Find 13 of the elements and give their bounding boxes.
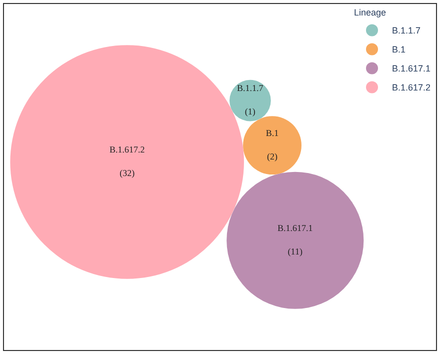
text: B.1.617.1 bbox=[278, 222, 313, 233]
legend-label: B.1.617.1 bbox=[392, 64, 431, 74]
legend-label: B.1.1.7 bbox=[392, 26, 421, 36]
legend-label: B.1.617.2 bbox=[392, 82, 431, 93]
text: B.1.1.7 bbox=[237, 83, 264, 94]
text: B.1 bbox=[266, 128, 279, 138]
data-label: (11) bbox=[288, 246, 302, 256]
text: B.1.617.2 bbox=[109, 144, 145, 155]
legend-title: Lineage bbox=[354, 8, 386, 18]
data-label: (2) bbox=[267, 151, 278, 162]
data-label: (1) bbox=[244, 106, 256, 117]
data-label: (32) bbox=[120, 168, 135, 178]
legend-label: B.1 bbox=[392, 44, 406, 55]
